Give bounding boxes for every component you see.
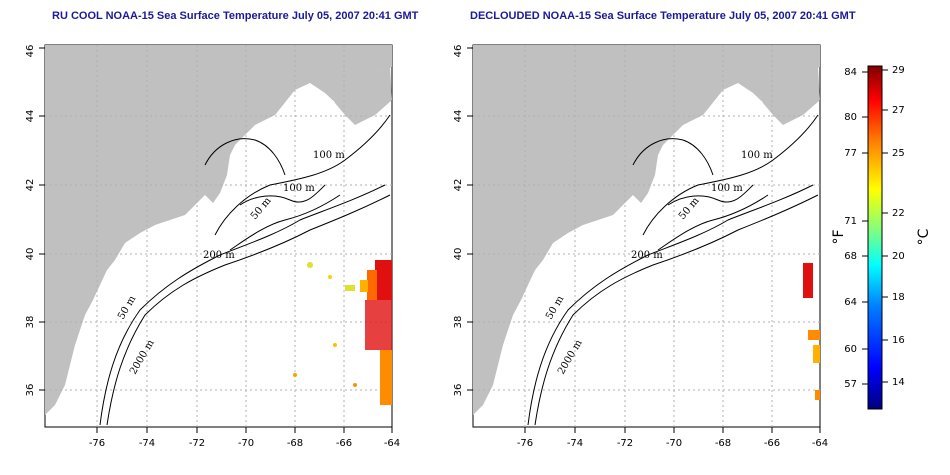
fahrenheit-label: °F (831, 229, 847, 244)
x-tick-label: -74 (567, 438, 583, 449)
x-tick-label: -76 (517, 438, 533, 449)
y-tick-label: 42 (25, 179, 36, 192)
y-tick-label: 36 (25, 384, 36, 397)
contour-label: 100 m (283, 183, 315, 194)
map-panel-left: 100 m 100 m 50 m 200 m 50 m 2000 m -76 -… (25, 44, 400, 449)
celsius-tick: 25 (892, 148, 905, 159)
celsius-label: °C (916, 228, 932, 245)
y-tick-label: 36 (453, 384, 464, 397)
celsius-tick: 22 (892, 208, 905, 219)
sst-data-right (803, 263, 820, 400)
celsius-tick: 16 (892, 335, 905, 346)
colorbar: 84 80 77 71 68 64 60 57 29 27 25 22 20 1… (831, 65, 932, 410)
fahrenheit-tick: 71 (844, 216, 857, 227)
x-tick-label: -68 (715, 438, 731, 449)
contour-label: 100 m (711, 183, 743, 194)
x-tick-label: -66 (764, 438, 780, 449)
x-tick-label: -74 (139, 438, 155, 449)
x-tick-label: -64 (812, 438, 828, 449)
x-tick-label: -70 (666, 438, 682, 449)
contour-label: 200 m (631, 250, 663, 261)
celsius-tick: 18 (892, 292, 905, 303)
y-tick-label: 40 (453, 248, 464, 261)
y-tick-label: 46 (25, 45, 36, 58)
y-tick-label: 38 (25, 316, 36, 329)
y-tick-label: 44 (25, 110, 36, 123)
celsius-tick: 20 (892, 251, 905, 262)
x-tick-label: -68 (287, 438, 303, 449)
contour-label: 100 m (741, 150, 773, 161)
y-tick-label: 40 (25, 248, 36, 261)
x-tick-label: -66 (336, 438, 352, 449)
contour-label: 100 m (313, 150, 345, 161)
map-title-left: RU COOL NOAA-15 Sea Surface Temperature … (52, 10, 419, 22)
fahrenheit-tick: 84 (844, 67, 857, 78)
y-tick-label: 44 (453, 110, 464, 123)
colorbar-gradient (867, 65, 883, 410)
map-title-right: DECLOUDED NOAA-15 Sea Surface Temperatur… (470, 10, 856, 22)
sst-data-left (293, 260, 392, 405)
fahrenheit-tick: 77 (844, 148, 857, 159)
land-mass (473, 45, 820, 415)
x-tick-label: -72 (617, 438, 633, 449)
x-tick-label: -64 (384, 438, 400, 449)
fahrenheit-tick: 80 (844, 112, 857, 123)
x-tick-label: -72 (189, 438, 205, 449)
y-tick-label: 38 (453, 316, 464, 329)
x-tick-label: -76 (89, 438, 105, 449)
y-tick-label: 42 (453, 179, 464, 192)
fahrenheit-tick: 57 (844, 379, 857, 390)
fahrenheit-tick: 64 (844, 297, 857, 308)
map-panel-right: 100 m 100 m 50 m 200 m 50 m 2000 m -76 -… (453, 44, 828, 449)
fahrenheit-tick: 60 (844, 344, 857, 355)
celsius-tick: 27 (892, 105, 905, 116)
contour-label: 200 m (203, 250, 235, 261)
fahrenheit-tick: 68 (844, 251, 857, 262)
celsius-tick: 14 (892, 377, 905, 388)
y-tick-label: 46 (453, 45, 464, 58)
celsius-tick: 29 (892, 65, 905, 76)
land-mass (45, 45, 392, 415)
x-tick-label: -70 (238, 438, 254, 449)
